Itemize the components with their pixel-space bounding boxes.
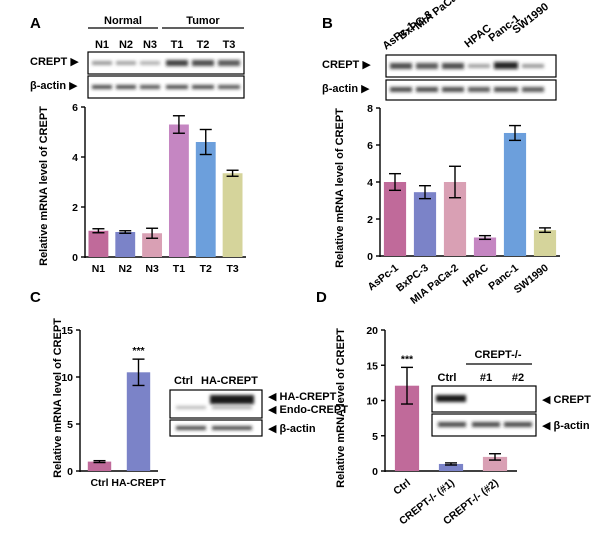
blot-d-bands bbox=[436, 395, 532, 427]
chart-a-category-label: N2 bbox=[119, 263, 133, 275]
chart-c-ylabel: Relative mRNA level of CREPT bbox=[52, 318, 64, 478]
panel-d: D Relative mRNA level of CREPT 0 5 10 15 20 *… bbox=[316, 289, 591, 527]
chart-c-plot: 0 5 10 15 Ctrl *** HA-CREPT bbox=[61, 325, 166, 489]
chart-a-category-label: T2 bbox=[200, 263, 212, 275]
chart-b-bar bbox=[413, 192, 437, 256]
chart-b-ytick-label: 2 bbox=[367, 214, 373, 226]
panel-b-letter: B bbox=[322, 15, 333, 32]
blot-a-lane: T3 bbox=[223, 39, 236, 51]
blot-a-lane: T2 bbox=[197, 39, 210, 51]
chart-c-category-label: HA-CREPT bbox=[111, 477, 166, 489]
blot-c-row-actin: ◀ β-actin bbox=[268, 423, 316, 435]
chart-d-significance: *** bbox=[401, 353, 414, 365]
chart-a-bar bbox=[222, 173, 243, 257]
chart-c-ytick-label: 0 bbox=[67, 466, 73, 478]
chart-a-bar bbox=[88, 230, 109, 257]
chart-a-bar bbox=[168, 124, 189, 257]
chart-c-bar bbox=[126, 372, 151, 471]
chart-b-bar bbox=[383, 182, 407, 256]
chart-b-category-label: HPAC bbox=[461, 262, 492, 290]
chart-a-category-label: N3 bbox=[145, 263, 159, 275]
blot-b-lane: MIA PaCa-2 bbox=[412, 0, 467, 32]
blot-c-lane-ha: HA-CREPT bbox=[201, 375, 258, 387]
chart-b-bar bbox=[473, 237, 497, 256]
chart-d-ytick-label: 10 bbox=[366, 396, 378, 408]
chart-b-category-label: SW1990 bbox=[512, 262, 551, 296]
blot-a-lane: N1 bbox=[95, 39, 109, 51]
chart-a-category-label: N1 bbox=[92, 263, 106, 275]
chart-d-category-label: Ctrl bbox=[391, 477, 413, 498]
blot-b-row-actin: β-actin ▶ bbox=[322, 83, 370, 95]
panel-c: C Relative mRNA level of CREPT 0 5 10 15 Ctr… bbox=[30, 289, 348, 489]
chart-c-ytick-label: 10 bbox=[61, 372, 73, 384]
blot-c-lane-ctrl: Ctrl bbox=[174, 375, 193, 387]
panel-d-letter: D bbox=[316, 289, 327, 306]
chart-b-ytick-label: 0 bbox=[367, 251, 373, 263]
blot-a-row-actin: β-actin ▶ bbox=[30, 80, 78, 92]
blot-c-row-ha-crept: ◀ HA-CREPT bbox=[268, 391, 337, 403]
blot-a-row-crept: CREPT ▶ bbox=[30, 56, 79, 68]
blot-a-bands bbox=[92, 60, 240, 89]
chart-a-ylabel: Relative mRNA level of CREPT bbox=[38, 106, 50, 266]
chart-c-bar bbox=[87, 461, 112, 471]
chart-c: Relative mRNA level of CREPT 0 5 10 15 Ctrl *… bbox=[52, 318, 166, 489]
blot-d-lane-ctrl: Ctrl bbox=[438, 372, 457, 384]
chart-a-bar bbox=[142, 233, 163, 257]
blot-a-lane: T1 bbox=[171, 39, 184, 51]
chart-b-bar bbox=[503, 132, 527, 256]
chart-a-bar bbox=[115, 232, 136, 257]
panel-a: A Normal Tumor N1 N2 N3 T1 T2 T3 CREPT ▶… bbox=[30, 15, 246, 275]
chart-a-ytick-label: 6 bbox=[72, 102, 78, 114]
chart-a-ytick-label: 2 bbox=[72, 202, 78, 214]
chart-c-significance: *** bbox=[132, 345, 145, 357]
blot-d-row-actin: ◀ β-actin bbox=[542, 420, 590, 432]
chart-a: Relative mRNA level of CREPT 0 2 4 6 N1 N2 N3 T… bbox=[38, 102, 246, 275]
chart-c-ytick-label: 15 bbox=[61, 325, 73, 337]
chart-d-ytick-label: 5 bbox=[372, 431, 378, 443]
chart-b-ytick-label: 6 bbox=[367, 140, 373, 152]
chart-b-bar bbox=[443, 182, 467, 256]
chart-b-ytick-label: 4 bbox=[367, 177, 373, 189]
chart-b-ylabel: Relative mRNA level of CREPT bbox=[334, 108, 346, 268]
blot-d-lane-1: #1 bbox=[480, 372, 492, 384]
blot-a-lane: N3 bbox=[143, 39, 157, 51]
chart-b: Relative mRNA level of CREPT 02468AsPc-1… bbox=[334, 103, 560, 307]
chart-a-bar bbox=[195, 142, 216, 257]
blot-b-row-crept: CREPT ▶ bbox=[322, 59, 371, 71]
blot-d-lane-2: #2 bbox=[512, 372, 524, 384]
chart-b-bar bbox=[533, 230, 557, 256]
chart-d-bar bbox=[482, 456, 508, 471]
chart-d-ytick-label: 0 bbox=[372, 466, 378, 478]
blot-b-bands bbox=[390, 62, 544, 92]
chart-a-ytick-label: 0 bbox=[72, 252, 78, 264]
chart-d-bar bbox=[438, 463, 464, 471]
blot-a-group-normal: Normal bbox=[104, 15, 142, 27]
chart-a-plot: 0 2 4 6 N1 N2 N3 T1 T2 T3 bbox=[72, 102, 246, 275]
panel-c-letter: C bbox=[30, 289, 41, 306]
blot-c-bands bbox=[176, 395, 254, 430]
chart-c-ytick-label: 5 bbox=[67, 419, 73, 431]
chart-d-ytick-label: 15 bbox=[366, 360, 378, 372]
panel-b: B AsPc-1 BxPC-3 MIA PaCa-2 HPAC Panc-1 S… bbox=[322, 0, 560, 307]
chart-a-category-label: T1 bbox=[173, 263, 185, 275]
chart-b-ytick-label: 8 bbox=[367, 103, 373, 115]
chart-a-ytick-label: 4 bbox=[72, 152, 78, 164]
blot-a-group-tumor: Tumor bbox=[186, 15, 220, 27]
panel-a-letter: A bbox=[30, 15, 41, 32]
blot-d-row-crept: ◀ CREPT bbox=[542, 394, 591, 406]
chart-c-category-label: Ctrl bbox=[90, 477, 108, 489]
chart-a-category-label: T3 bbox=[226, 263, 238, 275]
chart-d-ytick-label: 20 bbox=[366, 325, 378, 337]
chart-d-ylabel: Relative mRNA level of CREPT bbox=[335, 328, 347, 488]
blot-a-lane: N2 bbox=[119, 39, 133, 51]
blot-c-row-endo-crept: ◀ Endo-CREPT bbox=[268, 404, 348, 416]
blot-d-group: CREPT-/- bbox=[474, 349, 521, 361]
